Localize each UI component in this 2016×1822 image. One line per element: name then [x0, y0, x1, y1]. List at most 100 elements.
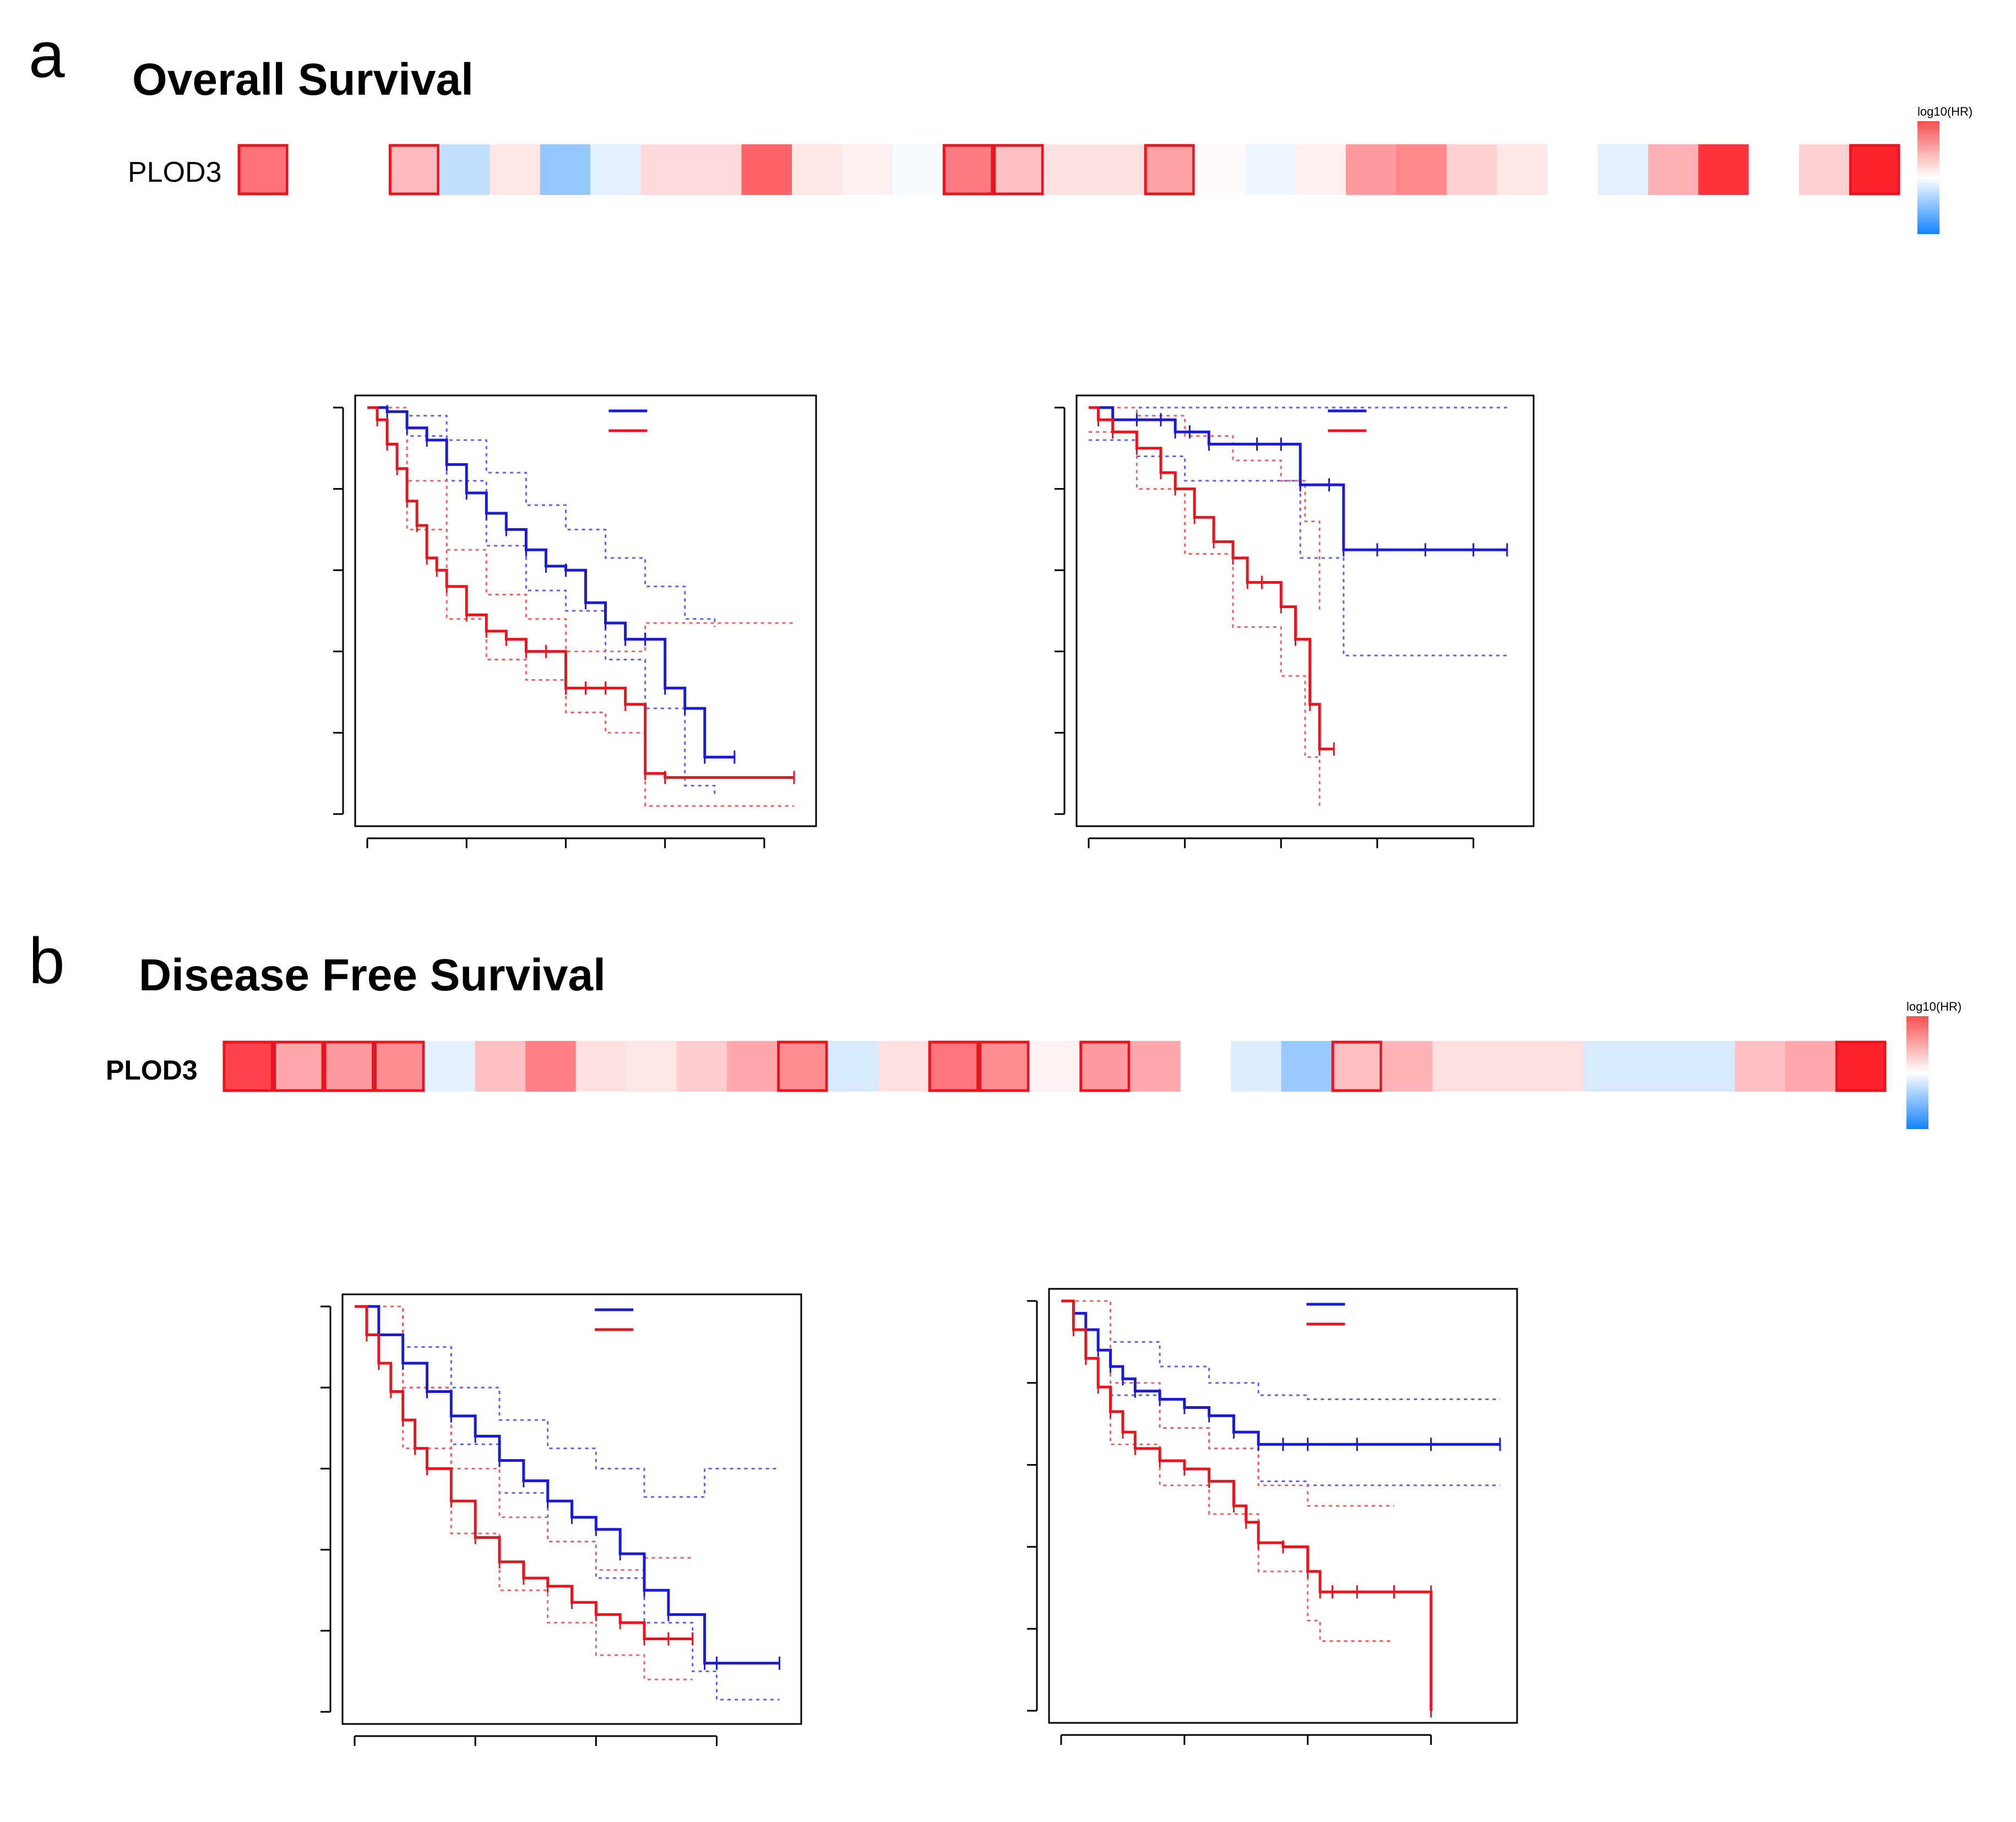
heat-cell-kirc [777, 1041, 828, 1092]
colorbar-legend-a: log10(HR) [1917, 105, 1972, 234]
heat-cell-pcpg [1281, 1041, 1332, 1092]
km-curve-low [1061, 1299, 1501, 1446]
heat-cell-ucs [1785, 1041, 1836, 1092]
significance-box [777, 1040, 828, 1092]
ci-line [1089, 431, 1321, 806]
heat-cell-hnsc [691, 144, 742, 195]
heat-cell-kirc [792, 144, 843, 195]
significance-box [222, 1040, 274, 1092]
heat-cell-kich [741, 144, 792, 195]
heat-cell-blca [288, 144, 339, 195]
significance-box [979, 1040, 1030, 1092]
heat-cell-esca [590, 144, 642, 195]
heatmap-b-gene-label: PLOD3 [106, 1055, 198, 1086]
panel-title-overall-survival: Overall Survival [132, 55, 474, 105]
heat-cell-stad [1547, 144, 1598, 195]
km-plot-dfs-lusc [1027, 1288, 1518, 1745]
colorbar [1906, 1016, 1928, 1129]
significance-box [1849, 144, 1900, 196]
heat-cell-dlbc [540, 144, 591, 195]
km-curve-low [355, 1305, 780, 1665]
heat-cell-kich [727, 1041, 778, 1092]
heat-cell-hnsc [676, 1041, 727, 1092]
colorbar-legend-b: log10(HR) [1906, 1000, 1961, 1129]
heat-cell-lgg [928, 1041, 980, 1092]
ci-line [367, 406, 716, 794]
heat-cell-kirp [828, 1041, 879, 1092]
ci-line [355, 1305, 780, 1701]
heat-cell-lihc [993, 144, 1044, 195]
heat-cell-stad [1533, 1041, 1584, 1092]
ci-line [367, 406, 794, 653]
ci-line [1061, 1300, 1501, 1487]
km-curve-low [1089, 406, 1507, 551]
colorbar-a-title: log10(HR) [1917, 105, 1972, 118]
heat-cell-acc [223, 1041, 274, 1092]
heat-cell-kirp [842, 144, 893, 195]
km-curve-high [367, 406, 794, 779]
heat-cell-skcm [1482, 1041, 1534, 1092]
heat-cell-read [1382, 1041, 1433, 1092]
heat-cell-paad [1245, 144, 1296, 195]
heat-cell-uvm [1849, 144, 1900, 195]
heat-cell-brca [324, 1041, 375, 1092]
heat-cell-gbm [640, 144, 692, 195]
significance-box [237, 144, 289, 196]
significance-box [942, 144, 994, 196]
significance-box [1835, 1040, 1887, 1092]
heat-cell-acc [238, 144, 289, 195]
heat-cell-tgct [1597, 144, 1649, 195]
heatmap-overall-survival [237, 144, 1900, 196]
ci-line [1061, 1300, 1394, 1642]
significance-box [1079, 1040, 1131, 1092]
heat-cell-esca [575, 1041, 627, 1092]
plot-frame [1075, 394, 1535, 827]
heatmap-disease-free-survival [222, 1040, 1887, 1092]
plot-frame [1048, 1288, 1518, 1724]
heat-cell-laml [878, 1041, 929, 1092]
heat-cell-luad [1029, 1041, 1080, 1092]
heat-cell-pcpg [1295, 144, 1346, 195]
significance-box [388, 144, 440, 196]
ci-line [367, 406, 794, 807]
significance-box [323, 1040, 375, 1092]
heat-cell-thca [1634, 1041, 1685, 1092]
heat-cell-lusc [1079, 1041, 1131, 1092]
heat-cell-thca [1648, 144, 1699, 195]
ci-line [355, 1305, 693, 1680]
plot-frame [354, 394, 817, 827]
km-plot-os-uvm [1055, 394, 1535, 848]
heat-cell-cesc [374, 1041, 425, 1092]
heat-cell-luad [1044, 144, 1095, 195]
heat-cell-lgg [943, 144, 994, 195]
plot-frame [341, 1293, 802, 1725]
heat-cell-cesc [389, 144, 440, 195]
heat-cell-tgct [1583, 1041, 1634, 1092]
heatmap-a-gene-label: PLOD3 [128, 156, 222, 188]
heat-cell-ov [1180, 1041, 1231, 1092]
km-plot-os-lgg [333, 394, 817, 848]
heat-cell-paad [1231, 1041, 1282, 1092]
significance-box [374, 1040, 425, 1092]
heat-cell-lihc [979, 1041, 1030, 1092]
heat-cell-coad [490, 144, 541, 195]
colorbar-b-title: log10(HR) [1906, 1000, 1961, 1013]
heat-cell-ucec [1735, 1041, 1786, 1092]
heat-cell-meso [1130, 1041, 1181, 1092]
km-curve-high [1089, 406, 1334, 751]
heat-cell-uvm [1835, 1041, 1887, 1092]
panel-letter-b: b [29, 925, 65, 997]
significance-box [1331, 1040, 1383, 1092]
heat-cell-laml [892, 144, 943, 195]
heat-cell-prad [1346, 144, 1396, 195]
colorbar [1917, 121, 1939, 234]
heat-cell-chol [425, 1041, 476, 1092]
heat-cell-sarc [1446, 144, 1497, 195]
significance-box [993, 144, 1044, 196]
ci-line [355, 1305, 693, 1571]
km-curve-low [367, 406, 735, 759]
heat-cell-thym [1684, 1041, 1735, 1092]
heat-cell-dlbc [525, 1041, 577, 1092]
ci-line [1089, 406, 1321, 611]
